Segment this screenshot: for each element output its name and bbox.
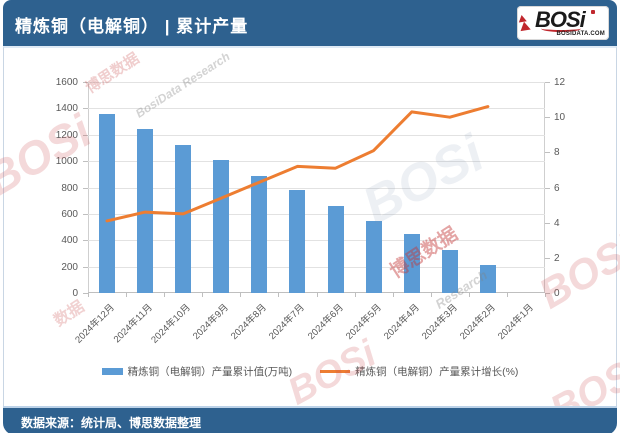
x-axis-line [88,292,545,293]
left-axis-tick-label: 600 [61,208,78,220]
gridline [88,82,545,83]
growth-line-series [105,105,490,223]
logo-dot-icon [591,10,595,14]
right-axis-tickmark [545,187,550,189]
bar-2024年12月 [99,113,116,293]
logo-site-text: BOSIDATA.COM [556,31,605,37]
chart-legend: 精炼铜（电解铜）产量累计值(万吨) 精炼铜（电解铜）产量累计增长(%) [40,362,580,380]
x-axis-tickmark [430,293,432,297]
bar-series-swatch-icon [101,367,123,375]
right-axis-tickmark [545,222,550,224]
bar-2024年2月 [479,264,496,293]
right-axis-tick-label: 0 [554,288,560,299]
bar-series-label: 精炼铜（电解铜）产量累计值(万吨) [127,365,293,378]
right-axis-tick-label: 6 [554,182,560,194]
left-axis-tick-label: 1200 [55,129,78,141]
x-axis-tickmark [278,293,280,297]
right-axis-tick-label: 8 [554,147,560,159]
right-axis-tickmark [545,152,550,154]
left-axis-tick-label: 0 [72,288,78,299]
left-axis-tickmark [83,293,88,294]
left-axis-tick-label: 1000 [55,156,78,168]
bar-2024年10月 [175,144,192,293]
bar-2024年5月 [365,221,382,293]
line-series-label: 精炼铜（电解铜）产量累计增长(%) [355,365,519,378]
gridline [88,108,545,110]
right-axis-tickmark [545,293,550,294]
x-axis-tickmark [468,293,470,297]
right-axis-tick-label: 12 [554,77,566,88]
x-axis-tickmark [164,293,166,297]
bar-2024年3月 [441,249,458,293]
left-axis-tickmark [83,108,88,110]
bar-2024年4月 [403,234,420,293]
x-axis-tickmark [354,293,356,297]
x-axis-tickmark [88,293,89,297]
legend-item-bar-series: 精炼铜（电解铜）产量累计值(万吨) [101,364,293,379]
x-axis-tickmark [202,293,204,297]
left-axis-tick-label: 400 [61,235,78,247]
x-axis-tickmark [240,293,242,297]
gridline [88,213,545,215]
bosi-logo: BOSi BOSIDATA.COM [517,6,609,40]
x-axis-tickmark [392,293,394,297]
left-axis-tickmark [83,266,88,268]
left-axis-tick-label: 200 [61,261,78,273]
left-axis-tickmark [83,82,88,83]
right-axis-tick-label: 10 [554,112,566,124]
x-axis-tickmark [126,293,128,297]
bar-2024年9月 [213,160,230,293]
left-axis-tick-label: 1600 [55,77,78,88]
header-bar: 精炼铜（电解铜） | 累计产量 BOSi BOSIDATA.COM [3,0,617,46]
right-axis-tickmark [545,257,550,259]
bar-2024年7月 [289,190,306,293]
right-axis-tick-label: 4 [554,217,560,229]
right-axis-tickmark [545,82,550,83]
bar-2024年8月 [251,175,268,293]
line-series-swatch-icon [320,369,351,373]
gridline [88,161,545,163]
left-axis-tick-label: 1400 [55,103,78,115]
footer-bar: 数据来源：统计局、博思数据整理 [3,406,617,433]
left-axis-tickmark [83,134,88,136]
logo-swoosh-icon [541,25,581,32]
plot-area [88,82,545,293]
left-axis-tickmark [83,187,88,189]
left-axis-tickmark [83,240,88,242]
gridline [88,187,545,189]
gridline [88,134,545,136]
legend-item-line-series: 精炼铜（电解铜）产量累计增长(%) [320,364,518,379]
right-axis-tickmark [545,117,550,119]
left-axis-tick-label: 800 [61,182,78,194]
x-axis-tickmark [316,293,318,297]
gridline [88,266,545,268]
growth-line-path [105,105,490,223]
gridline [88,240,545,242]
x-axis-tickmark [506,293,508,297]
data-source-text: 数据来源：统计局、博思数据整理 [21,416,202,430]
page-title: 精炼铜（电解铜） | 累计产量 [15,17,249,36]
bar-2024年6月 [327,205,344,293]
right-axis-tick-label: 2 [554,252,560,264]
x-axis-tickmark [545,293,546,297]
left-axis-tickmark [83,161,88,163]
left-axis-tickmark [83,213,88,215]
